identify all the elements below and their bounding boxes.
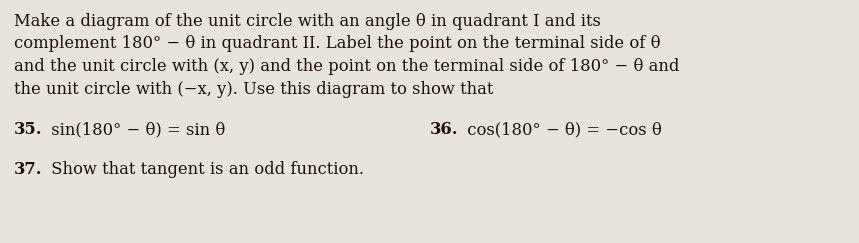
Text: complement 180° − θ in quadrant II. Label the point on the terminal side of θ: complement 180° − θ in quadrant II. Labe… [14, 35, 661, 52]
Text: cos(180° − θ) = −cos θ: cos(180° − θ) = −cos θ [462, 121, 661, 138]
Text: 35.: 35. [14, 121, 42, 138]
Text: Make a diagram of the unit circle with an angle θ in quadrant I and its: Make a diagram of the unit circle with a… [14, 13, 601, 30]
Text: sin(180° − θ) = sin θ: sin(180° − θ) = sin θ [46, 121, 225, 138]
Text: and the unit circle with (x, y) and the point on the terminal side of 180° − θ a: and the unit circle with (x, y) and the … [14, 58, 679, 75]
Text: 37.: 37. [14, 162, 42, 179]
Text: Show that tangent is an odd function.: Show that tangent is an odd function. [46, 162, 364, 179]
Text: the unit circle with (−x, y). Use this diagram to show that: the unit circle with (−x, y). Use this d… [14, 80, 493, 97]
Text: 36.: 36. [430, 121, 459, 138]
